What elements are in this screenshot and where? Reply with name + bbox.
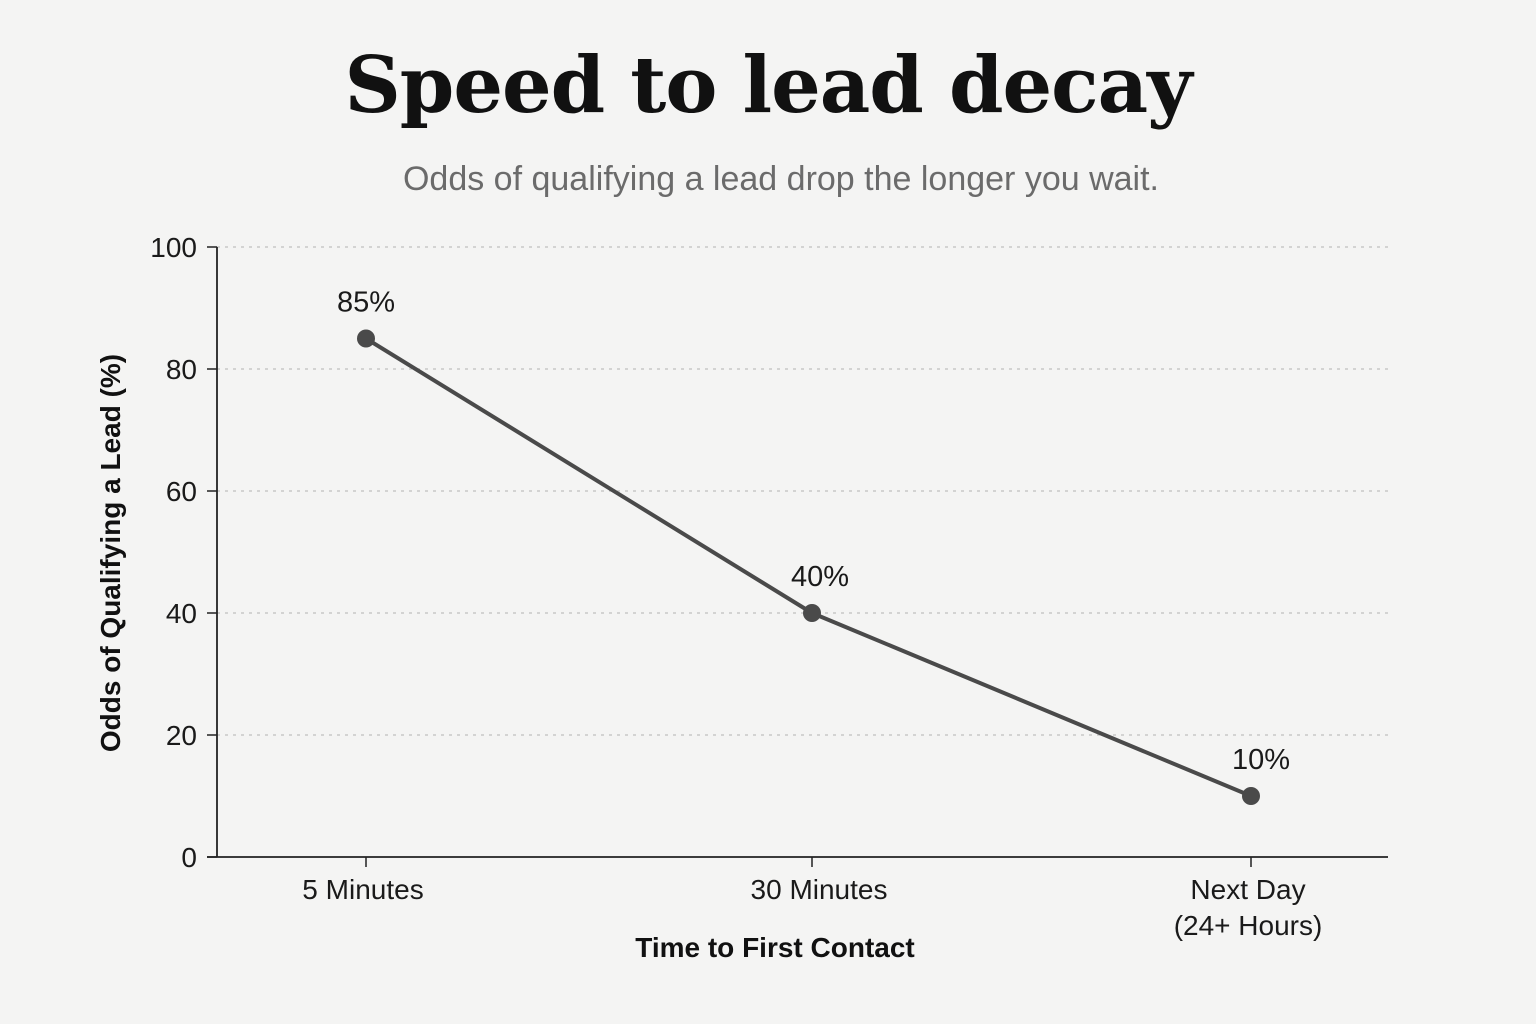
x-tick-label: Next Day xyxy=(1190,874,1305,905)
x-tick-label: 5 Minutes xyxy=(302,874,423,905)
data-point xyxy=(803,604,821,622)
y-tick-label: 20 xyxy=(166,720,197,751)
y-tick-label: 80 xyxy=(166,354,197,385)
x-tick-label: 30 Minutes xyxy=(751,874,888,905)
y-axis-title: Odds of Qualifying a Lead (%) xyxy=(95,354,126,752)
x-tick-label: (24+ Hours) xyxy=(1174,910,1323,941)
data-label: 40% xyxy=(791,561,849,593)
labels: 85% 40% 10% xyxy=(337,287,1290,777)
data-point xyxy=(1242,787,1260,805)
series-layer xyxy=(357,329,1260,805)
chart-title: Speed to lead decay xyxy=(344,40,1192,131)
x-axis-title: Time to First Contact xyxy=(635,932,915,963)
chart-subtitle: Odds of qualifying a lead drop the longe… xyxy=(402,160,1160,198)
axes: 0 20 40 60 80 100 5 Minutes 30 Minutes Next Day (… xyxy=(95,232,1388,963)
gridlines xyxy=(217,246,1388,736)
data-label: 85% xyxy=(337,287,395,319)
y-tick-label: 100 xyxy=(150,232,197,263)
data-label: 10% xyxy=(1232,744,1290,776)
y-tick-label: 40 xyxy=(166,598,197,629)
y-tick-label: 60 xyxy=(166,476,197,507)
y-tick-label: 0 xyxy=(181,842,197,873)
data-point xyxy=(357,329,375,348)
